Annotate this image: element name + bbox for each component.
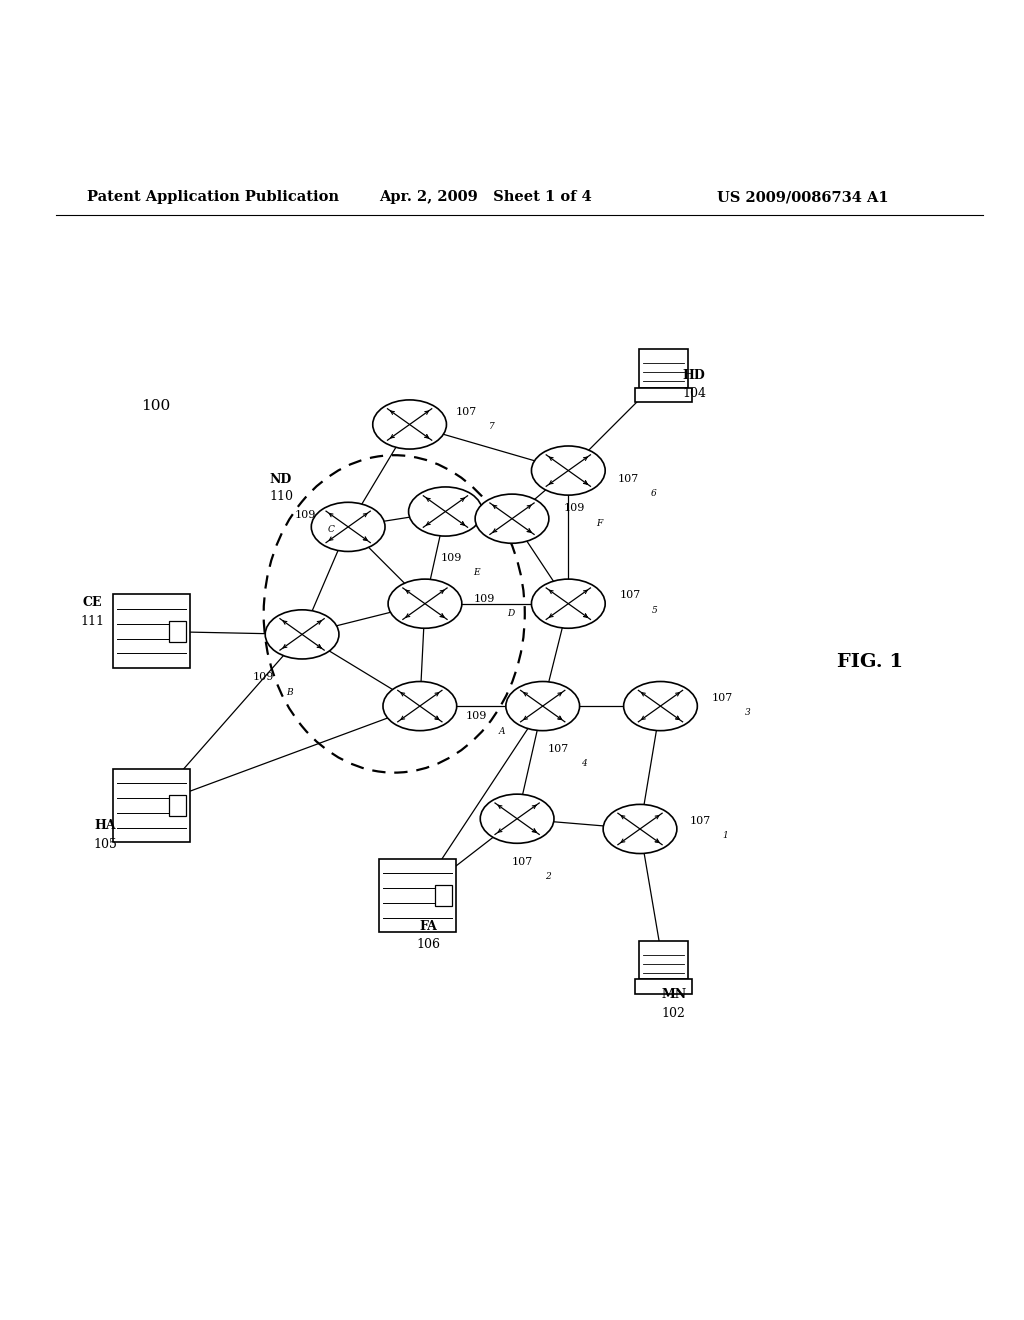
- Text: 111: 111: [80, 615, 104, 627]
- Text: 100: 100: [141, 399, 171, 413]
- Text: 107: 107: [689, 816, 711, 826]
- Text: A: A: [499, 726, 505, 735]
- Ellipse shape: [506, 681, 580, 731]
- Text: 109: 109: [295, 510, 316, 520]
- Text: ND: ND: [269, 474, 292, 486]
- Text: Apr. 2, 2009   Sheet 1 of 4: Apr. 2, 2009 Sheet 1 of 4: [379, 190, 592, 205]
- Text: 106: 106: [416, 939, 440, 952]
- Text: D: D: [507, 609, 514, 618]
- Text: 110: 110: [269, 490, 293, 503]
- Text: 107: 107: [620, 590, 641, 601]
- Text: 7: 7: [488, 422, 495, 432]
- Text: 2: 2: [545, 873, 551, 880]
- Text: 5: 5: [652, 606, 658, 615]
- Text: E: E: [473, 568, 479, 577]
- Ellipse shape: [475, 494, 549, 544]
- Text: 109: 109: [253, 672, 274, 682]
- Bar: [169, 620, 186, 642]
- Ellipse shape: [531, 579, 605, 628]
- Text: 1: 1: [722, 832, 728, 840]
- Text: 105: 105: [93, 838, 118, 851]
- Text: C: C: [328, 525, 335, 533]
- Bar: [169, 795, 186, 816]
- Ellipse shape: [383, 681, 457, 731]
- Text: 109: 109: [474, 594, 496, 603]
- Text: FA: FA: [419, 920, 437, 933]
- Text: HD: HD: [683, 368, 706, 381]
- Text: 107: 107: [456, 407, 477, 417]
- Text: 107: 107: [617, 474, 639, 483]
- Text: 6: 6: [650, 488, 656, 498]
- Bar: [113, 594, 190, 668]
- Text: 3: 3: [744, 708, 751, 717]
- Bar: [113, 768, 190, 842]
- Text: 107: 107: [512, 857, 534, 867]
- Bar: [379, 858, 457, 932]
- Text: F: F: [596, 519, 602, 528]
- Text: 102: 102: [662, 1007, 686, 1020]
- Ellipse shape: [311, 503, 385, 552]
- Bar: [635, 388, 692, 403]
- Bar: [639, 941, 688, 979]
- Ellipse shape: [409, 487, 482, 536]
- Text: US 2009/0086734 A1: US 2009/0086734 A1: [717, 190, 889, 205]
- Ellipse shape: [480, 795, 554, 843]
- Bar: [639, 348, 688, 388]
- Text: 109: 109: [440, 553, 462, 562]
- Text: B: B: [286, 688, 292, 697]
- Text: Patent Application Publication: Patent Application Publication: [87, 190, 339, 205]
- Ellipse shape: [373, 400, 446, 449]
- Ellipse shape: [531, 446, 605, 495]
- Text: 109: 109: [563, 503, 585, 513]
- Ellipse shape: [265, 610, 339, 659]
- Ellipse shape: [388, 579, 462, 628]
- Ellipse shape: [624, 681, 697, 731]
- Text: 109: 109: [466, 711, 487, 721]
- Text: MN: MN: [662, 989, 686, 1002]
- Bar: [635, 979, 692, 994]
- Text: FIG. 1: FIG. 1: [838, 653, 903, 671]
- Text: 4: 4: [581, 759, 587, 768]
- Ellipse shape: [603, 804, 677, 854]
- Text: HA: HA: [94, 820, 117, 833]
- Text: CE: CE: [82, 597, 102, 609]
- Text: 107: 107: [548, 744, 569, 754]
- Bar: [435, 886, 452, 906]
- Text: 104: 104: [682, 387, 707, 400]
- Text: 107: 107: [712, 693, 733, 702]
